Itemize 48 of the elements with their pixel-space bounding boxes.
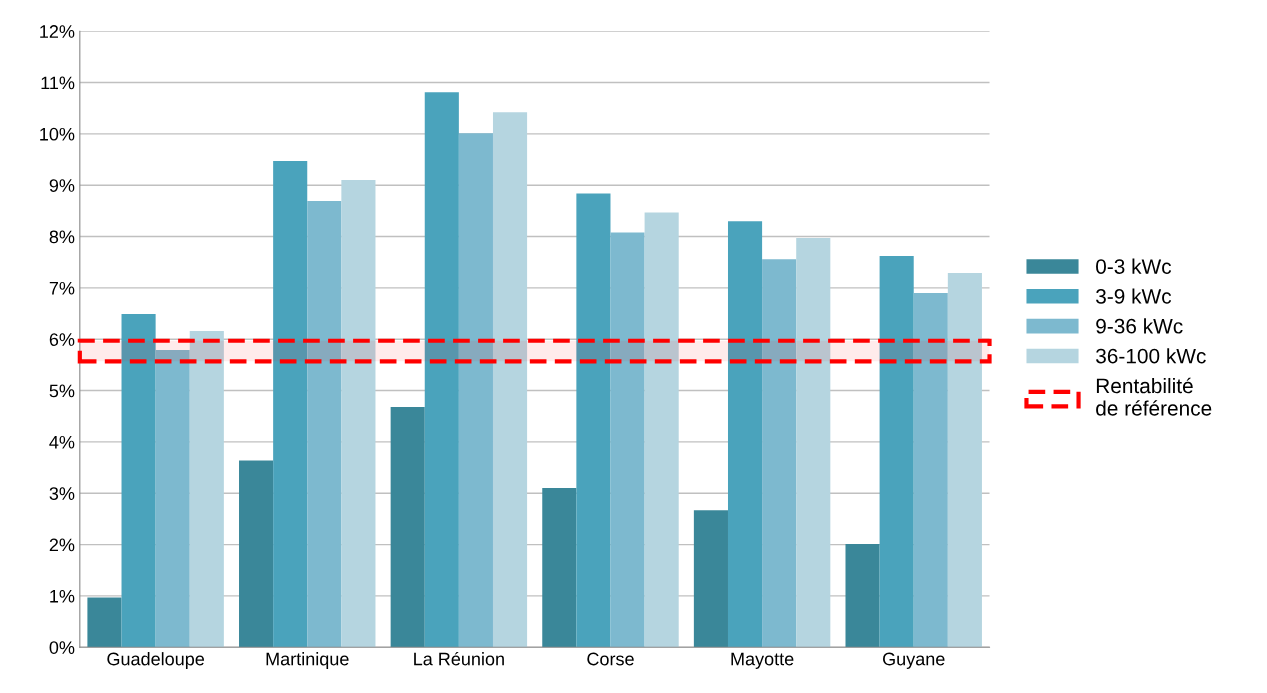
bar — [239, 460, 274, 648]
legend-label: Rentabilité de référence — [1096, 377, 1212, 416]
bar — [273, 161, 308, 648]
bar — [913, 293, 948, 648]
x-tick-label: Corse — [587, 652, 634, 666]
x-tick-label: La Réunion — [414, 651, 504, 666]
bar — [424, 92, 459, 648]
x-tick-label: Guyane — [883, 652, 945, 669]
bar — [610, 232, 645, 648]
bar — [879, 256, 914, 648]
bar — [341, 180, 376, 648]
bar — [845, 544, 880, 648]
y-tick-label: 12% — [40, 25, 75, 38]
y-tick-label: 3% — [49, 487, 75, 500]
legend-label: 9-36 kWc — [1096, 318, 1183, 334]
y-tick-label: 5% — [49, 384, 75, 398]
y-tick-label: 4% — [49, 435, 75, 449]
bar — [762, 259, 797, 648]
y-tick-label: 6% — [49, 333, 75, 346]
bar — [458, 133, 493, 648]
x-tick-label: Guadeloupe — [107, 652, 205, 669]
bar — [693, 510, 728, 648]
y-tick-label: 7% — [49, 281, 75, 295]
bar — [87, 597, 122, 648]
x-tick-label: Martinique — [266, 652, 349, 669]
x-tick-label: Mayotte — [731, 652, 794, 669]
bar — [189, 331, 224, 648]
bar — [492, 112, 528, 648]
bar — [576, 193, 611, 648]
bar — [390, 406, 425, 648]
bar — [644, 212, 679, 648]
y-tick-label: 8% — [49, 230, 75, 244]
legend-label: 0-3 kWc — [1096, 258, 1172, 274]
y-tick-label: 11% — [41, 76, 75, 90]
y-tick-label: 2% — [49, 538, 75, 552]
bar — [727, 221, 763, 648]
y-tick-label: 10% — [40, 127, 75, 141]
bar — [121, 314, 156, 648]
bar — [542, 488, 577, 648]
bar — [796, 238, 831, 648]
bar — [155, 350, 190, 648]
legend-label: 36-100 kWc — [1096, 348, 1206, 364]
y-tick-label: 1% — [50, 589, 75, 603]
y-tick-label: 0% — [49, 641, 75, 654]
legend-label: 3-9 kWc — [1096, 288, 1172, 304]
bar — [307, 201, 342, 648]
bar — [947, 273, 982, 648]
y-tick-label: 9% — [49, 179, 75, 192]
